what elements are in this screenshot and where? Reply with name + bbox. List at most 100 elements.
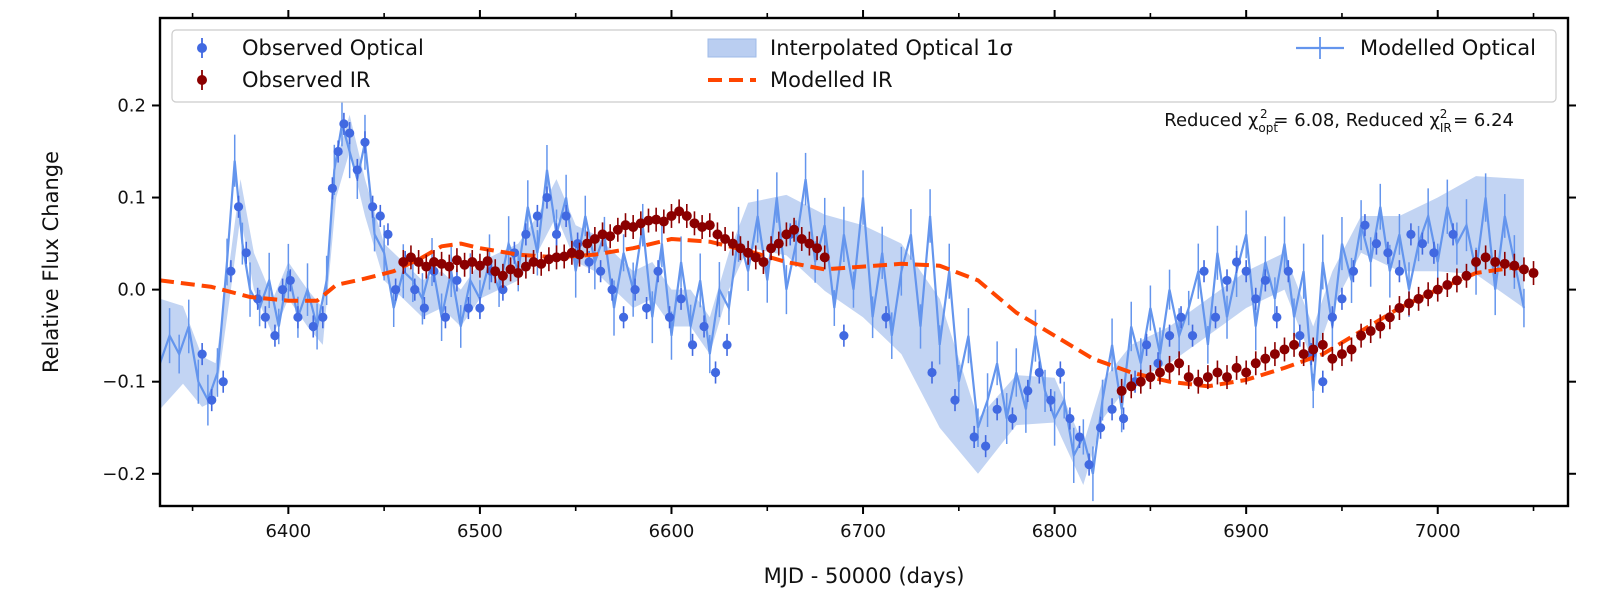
observed-optical-point — [260, 312, 270, 322]
legend-band-swatch — [707, 38, 757, 58]
observed-optical-point — [391, 285, 401, 295]
observed-ir-point — [1222, 372, 1233, 383]
observed-ir-point — [1269, 349, 1280, 360]
observed-optical-point — [1141, 340, 1152, 350]
observed-optical-point — [327, 183, 338, 193]
observed-ir-point — [743, 247, 754, 258]
y-tick-label: −0.2 — [102, 464, 146, 485]
x-tick-label: 6400 — [265, 521, 311, 542]
observed-ir-point — [635, 218, 646, 229]
observed-ir-point — [773, 238, 784, 249]
observed-optical-point — [1007, 413, 1018, 424]
observed-ir-point — [1490, 257, 1501, 267]
observed-ir-point — [559, 251, 570, 262]
observed-ir-point — [1317, 339, 1328, 350]
observed-ir-point — [658, 216, 669, 227]
observed-ir-point — [620, 220, 631, 231]
observed-optical-point — [969, 432, 979, 442]
observed-optical-point — [452, 275, 462, 286]
observed-ir-point — [1202, 372, 1213, 383]
observed-ir-point — [597, 229, 608, 240]
observed-optical-point — [498, 285, 508, 295]
observed-optical-point — [285, 275, 295, 286]
observed-ir-point — [1375, 321, 1386, 332]
observed-optical-point — [1283, 266, 1293, 276]
legend-item: Modelled IR — [708, 68, 893, 92]
observed-ir-point — [1308, 344, 1319, 355]
observed-ir-point — [551, 252, 562, 263]
x-tick-label: 6500 — [457, 521, 503, 542]
observed-ir-point — [1394, 303, 1405, 314]
observed-ir-point — [750, 252, 761, 263]
observed-optical-point — [352, 165, 362, 175]
observed-ir-point — [1509, 260, 1520, 271]
observed-ir-point — [413, 257, 424, 267]
legend-marker-point — [197, 43, 207, 53]
observed-ir-point — [1154, 367, 1165, 378]
observed-optical-point — [1429, 248, 1439, 258]
observed-ir-point — [812, 243, 823, 254]
x-axis-label: MJD - 50000 (days) — [764, 564, 965, 588]
observed-optical-point — [1406, 229, 1416, 239]
observed-optical-point — [532, 211, 542, 221]
observed-optical-point — [218, 377, 228, 387]
legend-label: Modelled IR — [770, 68, 893, 92]
modelled-optical-line — [160, 123, 1525, 475]
observed-ir-point — [490, 266, 501, 277]
observed-ir-point — [643, 215, 654, 226]
observed-ir-point — [1346, 344, 1357, 355]
observed-optical-point — [368, 202, 378, 212]
observed-optical-point — [345, 128, 355, 138]
legend-item: Observed IR — [197, 68, 371, 92]
observed-ir-point — [398, 257, 409, 267]
observed-optical-point — [360, 137, 370, 147]
observed-optical-point — [1176, 312, 1186, 322]
observed-ir-point — [1289, 339, 1300, 350]
observed-ir-point — [536, 258, 547, 269]
observed-optical-point — [1153, 358, 1163, 368]
observed-ir-layer — [398, 199, 1539, 403]
observed-ir-point — [566, 247, 577, 258]
reduced-chi2-annotation: Reduced χopt2 = 6.08, Reduced χIR2 = 6.2… — [1164, 107, 1514, 135]
observed-optical-point — [1084, 459, 1094, 470]
observed-ir-point — [1480, 252, 1491, 263]
observed-optical-point — [630, 285, 640, 295]
observed-optical-point — [607, 285, 617, 295]
legend-marker-point — [197, 75, 207, 85]
observed-optical-point — [241, 248, 251, 258]
observed-optical-point — [950, 395, 960, 405]
observed-optical-point — [1118, 413, 1129, 424]
observed-ir-point — [1298, 349, 1309, 360]
observed-ir-point — [459, 259, 470, 270]
y-tick-label: 0.0 — [117, 280, 146, 301]
observed-ir-point — [651, 214, 662, 225]
observed-ir-point — [789, 224, 800, 235]
observed-ir-point — [497, 270, 508, 281]
observed-ir-point — [1126, 381, 1137, 392]
observed-optical-point — [197, 349, 207, 359]
x-tick-label: 7000 — [1415, 521, 1461, 542]
observed-optical-point — [595, 266, 606, 276]
observed-optical-point — [308, 321, 318, 332]
observed-optical-point — [1417, 238, 1428, 249]
observed-optical-point — [1348, 266, 1359, 276]
observed-ir-point — [1471, 257, 1482, 267]
observed-optical-point — [1187, 331, 1198, 341]
observed-optical-point — [618, 312, 629, 322]
observed-optical-point — [1055, 367, 1065, 378]
observed-optical-point — [1394, 266, 1405, 276]
observed-optical-point — [1095, 423, 1106, 433]
observed-ir-point — [1451, 275, 1462, 286]
observed-optical-point — [687, 340, 698, 350]
x-tick-label: 6700 — [840, 521, 886, 542]
observed-optical-point — [1023, 386, 1033, 396]
observed-optical-point — [1046, 395, 1056, 405]
observed-ir-point — [605, 231, 616, 242]
observed-optical-point — [1107, 404, 1117, 414]
observed-ir-point — [1528, 268, 1539, 279]
observed-optical-point — [561, 211, 571, 221]
observed-ir-point — [766, 243, 777, 254]
legend-label: Interpolated Optical 1σ — [770, 36, 1013, 60]
observed-optical-point — [1295, 331, 1305, 341]
observed-ir-point — [727, 238, 738, 249]
